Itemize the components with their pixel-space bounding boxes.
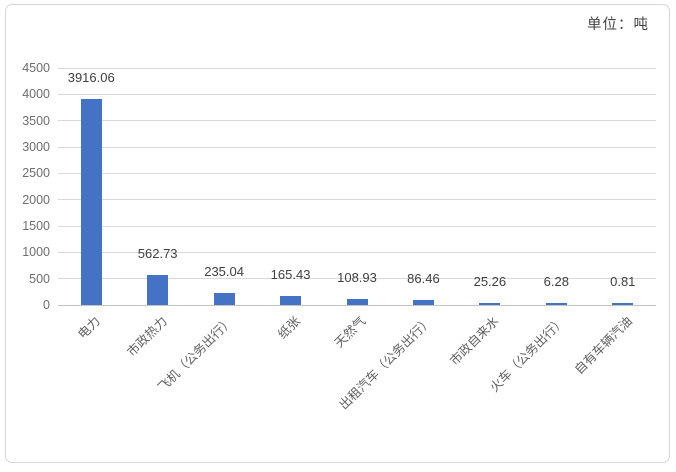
bar-value-label-7: 6.28 <box>543 274 569 289</box>
y-axis-tick-label-2500: 2500 <box>22 166 50 181</box>
y-axis-tick-label-0: 0 <box>43 298 50 312</box>
bar-5 <box>412 300 434 305</box>
gridline-4000 <box>58 93 656 95</box>
bar-value-label-5: 86.46 <box>407 271 440 287</box>
bar-value-label-8: 0.81 <box>610 274 636 289</box>
y-axis-tick-label-4000: 4000 <box>22 87 50 102</box>
y-axis-tick-label-3500: 3500 <box>22 113 50 128</box>
bar-value-label-6: 25.26 <box>473 274 507 289</box>
gridline-3000 <box>58 146 656 148</box>
bar-value-label-2: 235.04 <box>204 263 244 279</box>
bar-7 <box>545 303 567 305</box>
chart-border-frame <box>5 4 670 463</box>
y-axis-tick-label-4500: 4500 <box>22 61 50 75</box>
bar-6 <box>479 303 501 305</box>
bar-value-label-0: 3916.06 <box>67 69 115 85</box>
gridline-1000 <box>58 251 656 253</box>
y-axis-tick-label-500: 500 <box>29 271 50 286</box>
bar-1 <box>147 275 169 305</box>
bar-8 <box>612 303 634 305</box>
gridline-0 <box>58 304 656 306</box>
gridline-3500 <box>58 120 656 122</box>
bar-value-label-1: 562.73 <box>137 246 178 262</box>
unit-annotation: 单位：吨 <box>587 17 649 33</box>
bar-0 <box>80 98 102 305</box>
y-axis-tick-label-1500: 1500 <box>22 219 50 233</box>
gridline-4500 <box>58 67 656 69</box>
y-axis-tick-label-3000: 3000 <box>22 140 50 154</box>
y-axis-tick-label-2000: 2000 <box>22 192 50 207</box>
gridline-2000 <box>58 199 656 201</box>
bar-value-label-4: 108.93 <box>337 270 377 286</box>
y-axis-tick-label-1000: 1000 <box>22 245 50 260</box>
gridline-500 <box>58 278 656 280</box>
bar-4 <box>346 299 368 305</box>
bar-3 <box>280 296 302 305</box>
gridline-2500 <box>58 172 656 174</box>
bar-value-label-3: 165.43 <box>270 267 311 283</box>
gridline-1500 <box>58 225 656 227</box>
bar-2 <box>213 292 235 305</box>
